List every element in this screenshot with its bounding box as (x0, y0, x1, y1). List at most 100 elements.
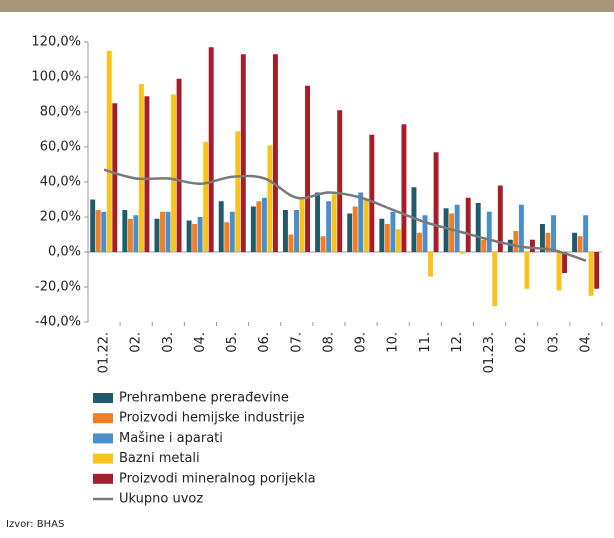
bar (240, 54, 246, 252)
legend-label: Prehrambene prerađevine (119, 391, 289, 406)
bar (577, 236, 583, 252)
bar (138, 84, 144, 252)
bar (486, 211, 492, 252)
bar (235, 131, 241, 252)
bar (460, 252, 466, 254)
bar (326, 201, 332, 252)
bar (294, 210, 299, 252)
legend-label: Ukupno uvoz (119, 492, 203, 507)
bar (267, 145, 273, 252)
y-tick-label: -40,0% (35, 315, 81, 330)
bar (320, 236, 326, 252)
bar (428, 252, 434, 277)
legend-swatch (93, 473, 113, 484)
bar (562, 252, 568, 273)
bar (551, 215, 556, 252)
x-tick-label: 04. (578, 332, 593, 353)
bar (101, 211, 107, 252)
x-tick-label: 10. (386, 332, 401, 353)
bar (545, 232, 551, 252)
bar (347, 213, 353, 252)
bar (433, 152, 439, 252)
y-tick-label: 100,0% (31, 70, 81, 85)
bar (556, 252, 562, 291)
x-tick-label: 08. (321, 332, 336, 353)
bar (337, 110, 343, 252)
header-bar (0, 0, 614, 12)
x-tick-label: 09. (354, 332, 369, 353)
bar (133, 215, 139, 252)
bar (144, 96, 150, 252)
bar (583, 215, 589, 252)
bar (422, 215, 428, 252)
bar (90, 199, 96, 252)
bar (507, 239, 513, 252)
bar (165, 211, 171, 252)
bar (492, 252, 498, 307)
legend-label: Bazni metali (119, 451, 200, 466)
bar (288, 234, 294, 252)
bar (282, 210, 288, 252)
bar (154, 218, 160, 252)
bar (250, 206, 256, 252)
bar (315, 192, 321, 252)
bar (203, 141, 209, 252)
bar (331, 194, 337, 252)
bar (299, 199, 305, 252)
bar (524, 252, 530, 289)
bar (417, 232, 422, 252)
bar (261, 197, 267, 252)
bar (513, 231, 519, 252)
bar (369, 134, 375, 252)
x-tick-label: 02. (514, 332, 529, 353)
bar (256, 201, 262, 252)
bar (229, 211, 235, 252)
y-tick-label: 20,0% (40, 210, 81, 225)
bar (454, 204, 460, 252)
y-tick-label: 80,0% (40, 105, 81, 120)
bar (106, 50, 112, 252)
bar (218, 201, 224, 252)
bar (192, 224, 198, 252)
bar (518, 204, 524, 252)
x-tick-label: 04. (193, 332, 208, 353)
legend-label: Proizvodi mineralnog porijekla (119, 471, 316, 486)
bar (186, 220, 192, 252)
bar (481, 239, 487, 252)
y-tick-label: 0,0% (48, 245, 81, 260)
bar (197, 217, 203, 252)
bar (171, 94, 177, 252)
x-tick-label: 03. (546, 332, 561, 353)
bar (358, 192, 364, 252)
bar (384, 224, 390, 252)
bar (272, 54, 278, 252)
bar (411, 187, 417, 252)
bar (449, 213, 455, 252)
bar (475, 203, 481, 252)
bar (379, 218, 385, 252)
y-tick-label: 60,0% (40, 140, 81, 155)
x-tick-label: 06. (257, 332, 272, 353)
line (103, 168, 587, 262)
bar (127, 218, 133, 252)
bar (395, 229, 401, 252)
y-tick-label: -20,0% (35, 280, 81, 295)
bar (122, 210, 128, 252)
x-tick-label: 05. (225, 332, 240, 353)
bar (401, 124, 407, 252)
y-tick-label: 40,0% (40, 175, 81, 190)
legend-swatch (93, 393, 113, 403)
x-tick-label: 01.22. (97, 332, 112, 373)
bar (305, 85, 311, 252)
bar (594, 252, 600, 289)
legend-swatch (93, 413, 113, 424)
bar (95, 210, 101, 252)
bar (588, 252, 594, 296)
x-tick-label: 03. (161, 332, 176, 353)
bar (208, 47, 214, 252)
bar (224, 222, 230, 252)
legend-swatch (93, 433, 113, 444)
x-tick-label: 12. (450, 332, 465, 353)
bar (390, 211, 396, 252)
